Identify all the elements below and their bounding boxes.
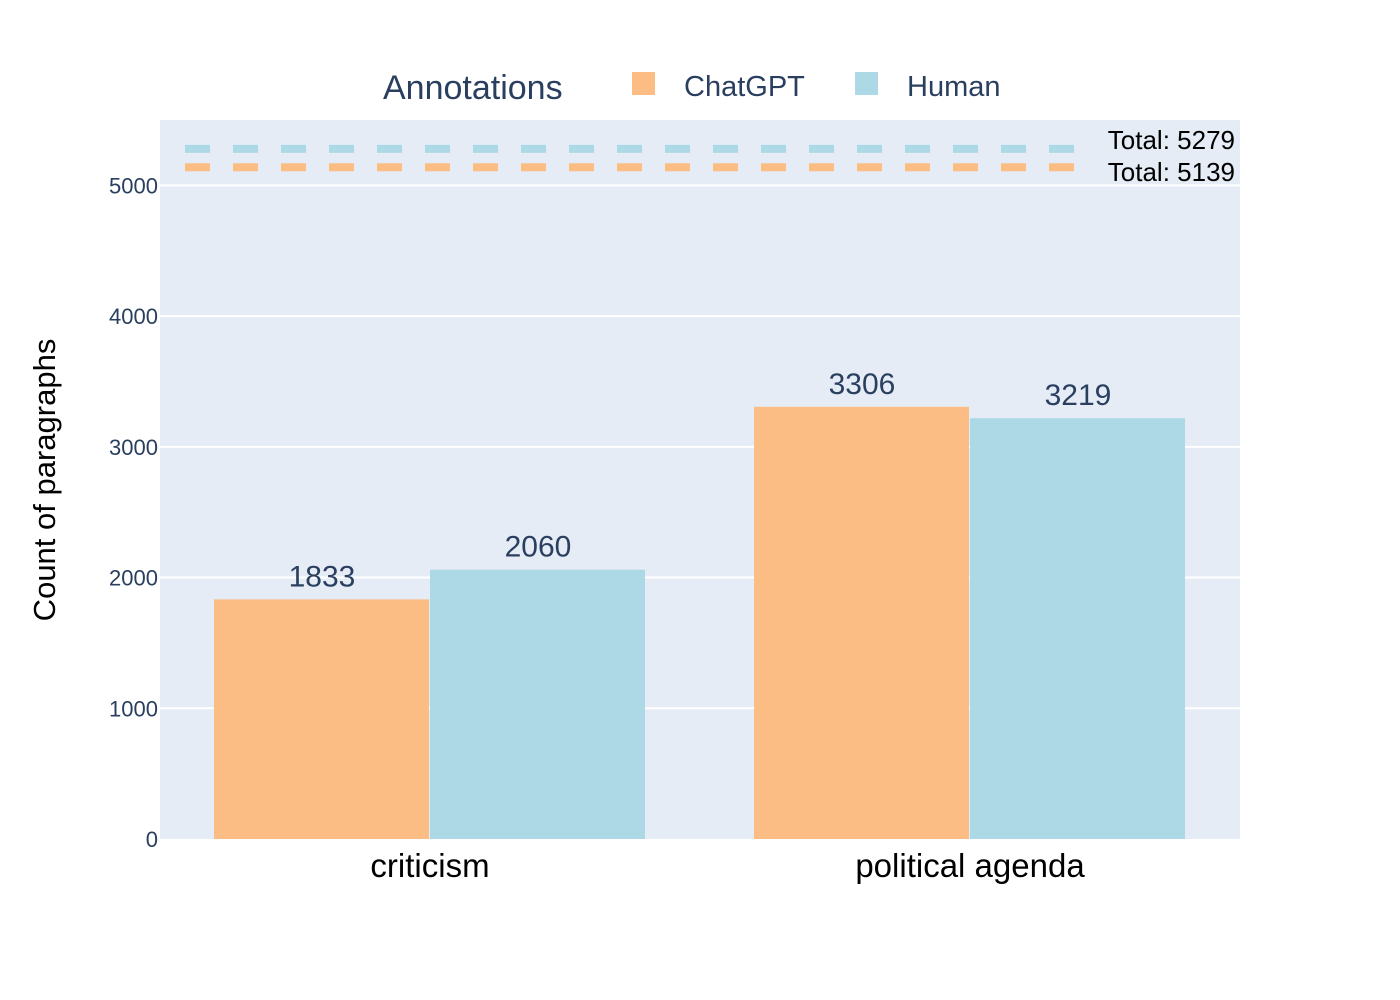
y-tick-label: 3000 [109, 435, 158, 460]
legend[interactable]: Annotations ChatGPT Human [383, 69, 1001, 107]
total-label-human: Total: 5279 [1108, 125, 1235, 155]
bar-chatgpt-0[interactable] [214, 599, 429, 839]
bar-labels: 1833 2060 3306 3219 [289, 368, 1112, 594]
y-axis-ticks: 0 1000 2000 3000 4000 5000 [109, 173, 158, 852]
bar-human-0[interactable] [430, 569, 645, 839]
legend-title: Annotations [383, 69, 563, 107]
legend-swatch-chatgpt [632, 72, 655, 95]
y-tick-label: 5000 [109, 173, 158, 198]
x-tick-label: political agenda [855, 847, 1085, 884]
total-label-chatgpt: Total: 5139 [1108, 157, 1235, 187]
legend-item-chatgpt[interactable]: ChatGPT [684, 71, 805, 103]
legend-swatch-human [855, 72, 878, 95]
bars [214, 406, 1185, 839]
y-tick-label: 2000 [109, 566, 158, 591]
bar-human-1[interactable] [970, 418, 1185, 839]
y-tick-label: 0 [146, 827, 158, 852]
legend-item-human[interactable]: Human [907, 71, 1001, 103]
y-tick-label: 1000 [109, 696, 158, 721]
y-tick-label: 4000 [109, 304, 158, 329]
bar-value-label: 3219 [1045, 379, 1112, 412]
bar-value-label: 3306 [829, 368, 896, 401]
x-axis-ticks: criticism political agenda [370, 847, 1085, 884]
y-axis-label: Count of paragraphs [27, 339, 62, 622]
bar-value-label: 2060 [505, 531, 572, 564]
bar-chatgpt-1[interactable] [754, 406, 969, 839]
bar-value-label: 1833 [289, 560, 356, 593]
x-tick-label: criticism [370, 847, 489, 884]
